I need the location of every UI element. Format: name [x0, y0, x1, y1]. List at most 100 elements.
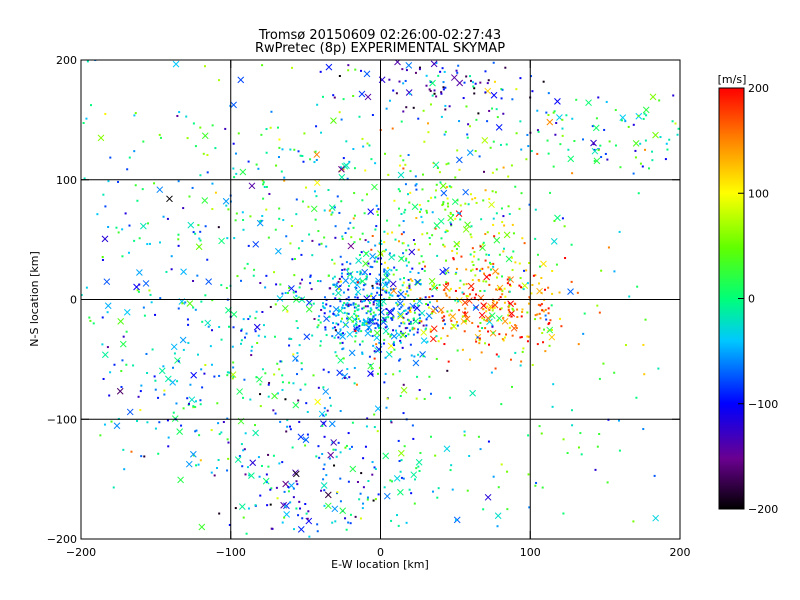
scatter-dot	[380, 243, 383, 246]
scatter-dot	[148, 289, 151, 292]
scatter-dot	[357, 317, 360, 320]
scatter-dot	[411, 267, 414, 270]
scatter-dot	[439, 181, 442, 184]
scatter-dot	[371, 287, 374, 290]
scatter-dot	[414, 184, 417, 187]
scatter-dot	[492, 140, 495, 143]
scatter-dot	[409, 307, 412, 310]
scatter-dot	[473, 250, 476, 253]
scatter-dot	[254, 424, 257, 427]
scatter-cross	[439, 268, 447, 276]
scatter-dot	[494, 367, 497, 370]
scatter-cross	[521, 282, 529, 290]
scatter-dot	[317, 318, 320, 321]
scatter-dot	[194, 145, 197, 148]
scatter-dot	[323, 236, 326, 239]
scatter-dot	[455, 69, 458, 72]
scatter-dot	[353, 241, 356, 244]
scatter-dot	[391, 231, 394, 234]
scatter-dot	[552, 111, 555, 114]
scatter-dot	[428, 301, 431, 304]
scatter-dot	[281, 374, 284, 377]
scatter-dot	[502, 316, 505, 319]
scatter-dot	[170, 255, 173, 258]
scatter-dot	[583, 312, 586, 315]
scatter-dot	[241, 465, 244, 468]
scatter-dot	[355, 287, 358, 290]
scatter-dot	[298, 344, 301, 347]
scatter-dot	[497, 355, 500, 358]
scatter-cross	[292, 470, 300, 478]
scatter-cross	[133, 283, 140, 291]
scatter-cross	[330, 117, 337, 124]
scatter-dot	[376, 430, 379, 433]
scatter-dot	[227, 441, 230, 444]
scatter-dot	[472, 85, 475, 88]
scatter-dot	[247, 507, 250, 510]
scatter-dot	[493, 235, 496, 238]
scatter-dot	[255, 163, 258, 166]
scatter-dot	[603, 128, 606, 131]
scatter-dot	[399, 470, 402, 473]
scatter-dot	[457, 300, 460, 303]
scatter-dot	[345, 140, 348, 143]
scatter-dot	[315, 125, 318, 128]
scatter-dot	[456, 199, 459, 202]
scatter-dot	[227, 325, 230, 328]
scatter-dot	[107, 180, 110, 183]
scatter-dot	[368, 301, 371, 304]
scatter-dot	[508, 321, 511, 324]
scatter-cross	[339, 333, 347, 340]
scatter-cross	[411, 203, 419, 211]
scatter-cross	[252, 240, 260, 248]
scatter-dot	[128, 156, 131, 159]
scatter-dot	[512, 232, 515, 235]
scatter-dot	[265, 274, 268, 277]
scatter-dot	[353, 192, 356, 195]
scatter-dot	[325, 334, 328, 337]
scatter-dot	[435, 357, 438, 360]
scatter-dot	[115, 226, 118, 229]
scatter-dot	[403, 296, 406, 299]
scatter-dot	[201, 320, 204, 323]
scatter-dot	[389, 293, 392, 296]
scatter-dot	[528, 203, 531, 206]
scatter-dot	[392, 373, 395, 376]
scatter-dot	[323, 296, 326, 299]
scatter-dot	[430, 196, 433, 199]
scatter-dot	[324, 413, 327, 416]
scatter-dot	[295, 320, 298, 323]
scatter-dot	[211, 182, 214, 185]
scatter-dot	[497, 286, 500, 289]
scatter-dot	[541, 332, 544, 335]
scatter-dot	[402, 383, 405, 386]
scatter-dot	[500, 207, 503, 210]
scatter-cross	[548, 333, 556, 341]
scatter-dot	[528, 296, 531, 299]
scatter-dot	[401, 346, 404, 349]
scatter-cross	[297, 526, 305, 533]
scatter-dot	[658, 99, 661, 102]
scatter-dot	[323, 407, 326, 410]
scatter-cross	[116, 387, 124, 395]
scatter-cross	[447, 214, 455, 222]
scatter-dot	[154, 379, 157, 382]
scatter-cross	[331, 505, 339, 513]
scatter-cross	[397, 290, 405, 298]
scatter-dot	[448, 396, 451, 399]
x-axis-label: E-W location [km]	[331, 558, 429, 571]
scatter-cross	[190, 371, 198, 379]
scatter-dot	[481, 267, 484, 270]
scatter-dot	[399, 154, 402, 157]
scatter-dot	[415, 397, 418, 400]
scatter-dot	[276, 362, 279, 365]
scatter-dot	[544, 288, 547, 291]
scatter-dot	[438, 283, 441, 286]
scatter-dot	[581, 138, 584, 141]
scatter-cross	[619, 114, 627, 121]
scatter-dot	[402, 332, 405, 335]
scatter-dot	[577, 446, 580, 449]
scatter-dot	[341, 235, 344, 238]
scatter-dot	[483, 318, 486, 321]
scatter-dot	[423, 397, 426, 400]
